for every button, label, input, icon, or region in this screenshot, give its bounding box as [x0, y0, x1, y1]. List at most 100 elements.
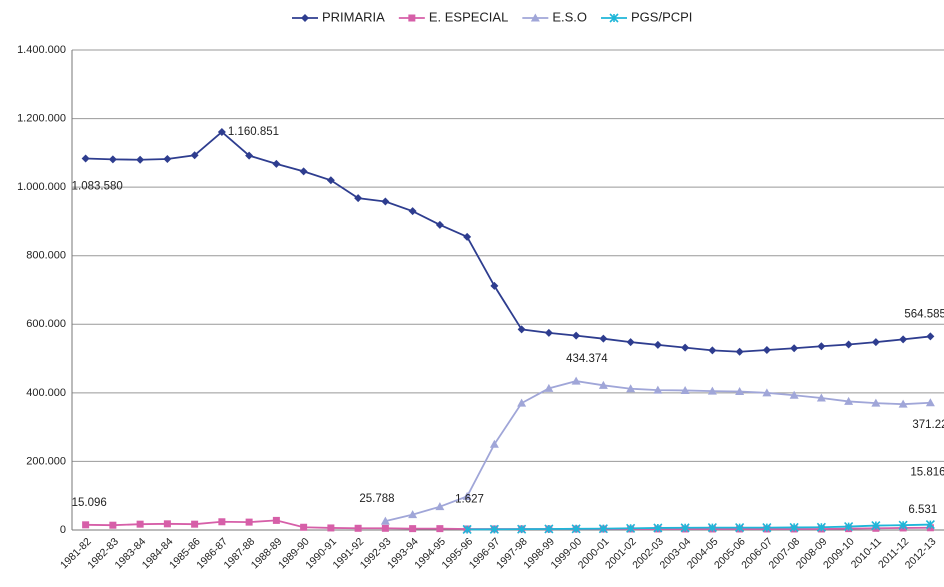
- y-tick-label: 800.000: [26, 250, 66, 262]
- y-tick-label: 400.000: [26, 387, 66, 399]
- marker: [626, 384, 636, 393]
- legend-label: E.S.O: [552, 9, 587, 24]
- marker: [408, 510, 418, 519]
- marker: [790, 344, 799, 353]
- marker: [435, 220, 444, 229]
- marker: [408, 207, 417, 216]
- marker: [871, 520, 881, 531]
- marker: [109, 521, 117, 529]
- marker: [245, 151, 254, 160]
- legend-label: E. ESPECIAL: [429, 9, 508, 24]
- legend-marker: [609, 13, 619, 23]
- marker: [762, 523, 772, 533]
- data-label: 434.374: [566, 353, 608, 365]
- marker: [436, 525, 444, 533]
- data-label: 564.585: [904, 308, 944, 320]
- data-label: 6.531: [908, 504, 937, 516]
- marker: [898, 399, 908, 408]
- marker: [462, 524, 472, 535]
- marker: [136, 520, 144, 528]
- marker: [544, 524, 554, 534]
- marker: [925, 398, 935, 407]
- y-tick-label: 1.400.000: [17, 44, 66, 56]
- marker: [82, 521, 90, 529]
- marker: [272, 159, 281, 168]
- marker: [681, 343, 690, 352]
- marker: [517, 398, 527, 407]
- marker: [626, 338, 635, 347]
- legend-label: PRIMARIA: [322, 9, 385, 24]
- marker: [871, 338, 880, 347]
- data-label: 1.627: [455, 493, 484, 505]
- marker: [816, 393, 826, 402]
- marker: [191, 520, 199, 528]
- marker: [462, 491, 472, 500]
- legend-marker: [301, 14, 309, 22]
- marker: [327, 524, 335, 532]
- marker: [816, 522, 826, 532]
- marker: [354, 194, 363, 203]
- marker: [844, 522, 854, 532]
- marker: [409, 525, 417, 533]
- marker: [326, 176, 335, 185]
- data-label: 1.160.851: [228, 126, 279, 138]
- marker: [762, 388, 772, 397]
- marker: [381, 197, 390, 206]
- marker: [217, 127, 226, 136]
- marker: [245, 518, 253, 526]
- marker: [463, 232, 472, 241]
- marker: [489, 439, 499, 448]
- data-label: 371.220: [912, 419, 944, 431]
- marker: [898, 520, 908, 530]
- y-tick-label: 600.000: [26, 318, 66, 330]
- marker: [789, 522, 799, 532]
- marker: [762, 346, 771, 354]
- marker: [163, 520, 171, 528]
- marker: [599, 334, 608, 343]
- marker: [789, 390, 799, 399]
- marker: [81, 154, 90, 163]
- marker: [707, 386, 717, 395]
- marker: [380, 516, 390, 525]
- marker: [598, 524, 608, 534]
- data-label: 15.816: [910, 467, 944, 479]
- marker: [626, 523, 636, 533]
- legend: PRIMARIA E. ESPECIAL E.S.O PGS/PCPI: [292, 9, 692, 24]
- marker: [572, 331, 581, 340]
- marker: [489, 524, 499, 534]
- data-label: 15.096: [72, 497, 107, 509]
- y-tick-label: 1.000.000: [17, 181, 66, 193]
- marker: [680, 385, 690, 394]
- marker: [735, 523, 745, 533]
- marker: [735, 347, 744, 356]
- marker: [571, 524, 581, 534]
- marker: [544, 383, 554, 392]
- marker: [381, 524, 389, 532]
- marker: [490, 281, 499, 290]
- marker: [190, 151, 199, 160]
- legend-label: PGS/PCPI: [631, 9, 692, 24]
- data-label: 1.083.580: [72, 181, 123, 193]
- data-label: 25.788: [359, 493, 394, 505]
- marker: [653, 385, 663, 394]
- marker: [218, 518, 226, 526]
- marker: [517, 325, 526, 334]
- marker: [136, 155, 145, 164]
- marker: [735, 386, 745, 395]
- marker: [108, 155, 117, 164]
- marker: [899, 335, 908, 344]
- marker: [272, 516, 280, 524]
- marker: [708, 346, 717, 355]
- series-line: [467, 523, 931, 531]
- marker: [680, 523, 690, 533]
- y-tick-label: 0: [60, 524, 66, 536]
- y-tick-label: 1.200.000: [17, 112, 66, 124]
- marker: [544, 328, 553, 337]
- marker: [354, 524, 362, 532]
- marker: [300, 523, 308, 531]
- marker: [844, 396, 854, 405]
- legend-marker: [408, 14, 416, 22]
- marker: [653, 340, 662, 349]
- legend-marker: [530, 13, 540, 22]
